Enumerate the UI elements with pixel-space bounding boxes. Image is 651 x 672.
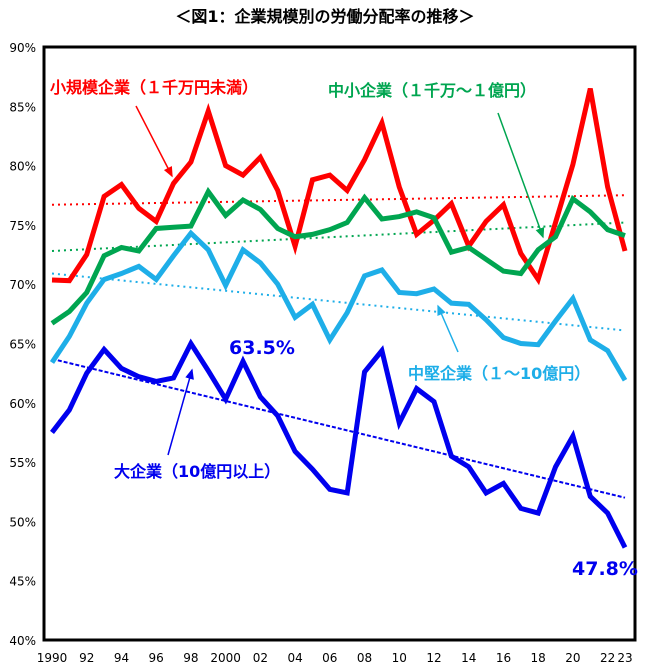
x-tick-label: 20	[565, 651, 580, 665]
series-lines	[49, 87, 628, 549]
arrow-large	[167, 368, 194, 456]
chart-title: ＜図1：企業規模別の労働分配率の推移＞	[175, 7, 474, 26]
x-tick-label: 94	[114, 651, 129, 665]
y-tick-label: 80%	[9, 160, 36, 174]
x-tick-label: 96	[149, 651, 164, 665]
y-tick-label: 55%	[9, 456, 36, 470]
x-tick-label: 10	[392, 651, 407, 665]
series-line-3	[50, 338, 628, 549]
y-tick-label: 40%	[9, 634, 36, 648]
arrow-midsize	[437, 304, 459, 353]
y-tick-label: 65%	[9, 338, 36, 352]
y-tick-label: 50%	[9, 515, 36, 529]
x-tick-label: 04	[287, 651, 302, 665]
x-axis: 1990 92 94 96 98 2000 02 04 06 08 10 12 14 16 18 20 22 23	[37, 651, 633, 665]
y-tick-label: 85%	[9, 100, 36, 114]
y-axis: 40% 45% 50% 55% 60% 65% 70% 75% 80% 85% 90%	[9, 41, 36, 648]
arrow-small-business	[135, 105, 173, 178]
x-tick-label: 16	[496, 651, 511, 665]
x-tick-label: 98	[183, 651, 198, 665]
x-tick-label: 02	[253, 651, 268, 665]
label-large: 大企業（10億円以上）	[114, 462, 280, 481]
y-tick-label: 60%	[9, 397, 36, 411]
x-tick-label: 18	[531, 651, 546, 665]
label-midsize: 中堅企業（１～10億円）	[408, 364, 590, 383]
x-tick-label: 08	[357, 651, 372, 665]
y-tick-label: 45%	[9, 575, 36, 589]
series-line-1	[50, 186, 626, 326]
x-tick-label: 06	[322, 651, 337, 665]
trend-line-3	[51, 357, 626, 499]
x-tick-label: 2000	[210, 651, 241, 665]
y-tick-label: 90%	[9, 41, 36, 55]
label-small-business: 小規模企業（１千万円未満）	[50, 78, 258, 97]
plot-frame	[42, 45, 637, 642]
arrows	[135, 105, 545, 456]
annotation-2001: 63.5%	[229, 337, 295, 359]
series-line-0	[51, 87, 628, 286]
trend-lines	[51, 194, 626, 499]
x-tick-label: 22	[600, 651, 615, 665]
arrow-sme	[497, 112, 545, 239]
x-tick-label: 92	[79, 651, 94, 665]
series-line-2	[49, 229, 628, 382]
x-tick-label: 12	[426, 651, 441, 665]
x-tick-label: 14	[461, 651, 476, 665]
y-tick-label: 70%	[9, 278, 36, 292]
series-labels: 小規模企業（１千万円未満） 中小企業（１千万～１億円） 中堅企業（１～10億円）…	[50, 78, 638, 580]
label-sme: 中小企業（１千万～１億円）	[328, 81, 536, 100]
x-tick-label: 23	[617, 651, 632, 665]
annotation-2023: 47.8%	[572, 558, 638, 580]
y-tick-label: 75%	[9, 219, 36, 233]
x-tick-label: 1990	[37, 651, 68, 665]
